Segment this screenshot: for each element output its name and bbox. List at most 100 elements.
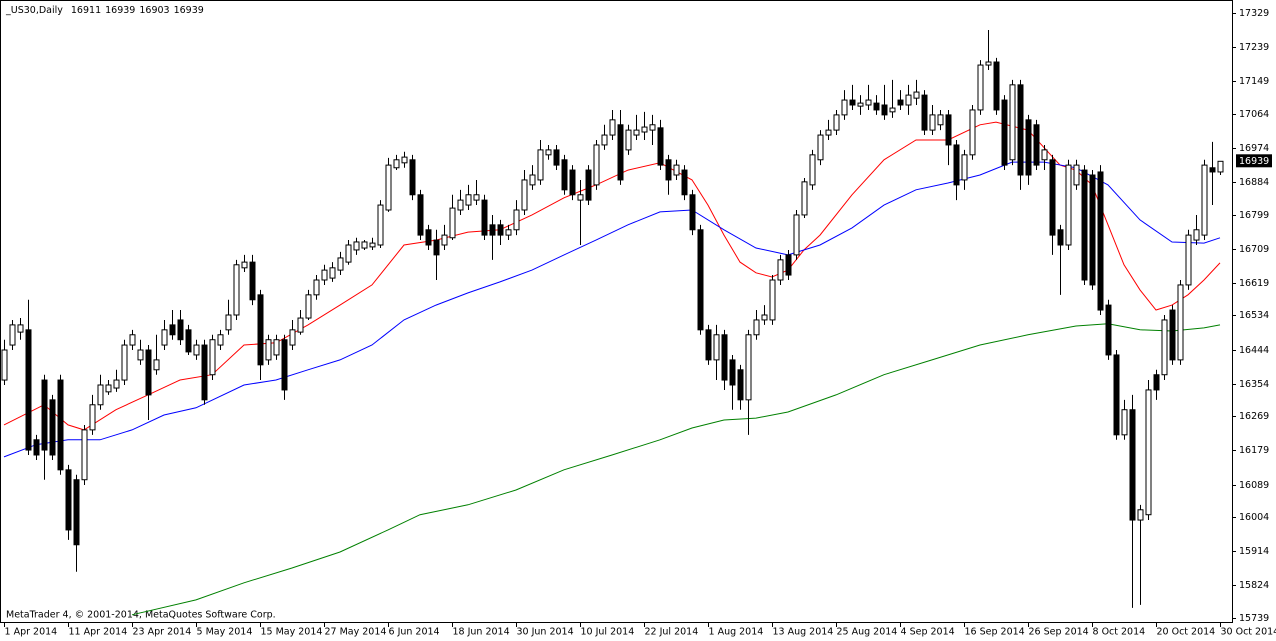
candle-body <box>593 144 600 186</box>
candle-body <box>761 314 768 321</box>
candle-body <box>281 339 288 391</box>
candle-body <box>409 159 416 196</box>
x-tick-label: 23 Apr 2014 <box>133 627 192 638</box>
price-tag <box>1236 154 1272 168</box>
candle-body <box>81 429 88 481</box>
candle-body <box>1217 160 1224 173</box>
x-tick-label: 8 Oct 2014 <box>1093 627 1146 638</box>
last-high: 16939 <box>105 5 135 16</box>
candle-body <box>545 149 552 156</box>
y-tick-label: 16354 <box>1239 379 1269 390</box>
candle-body <box>73 479 80 546</box>
candle-body <box>985 61 992 66</box>
candle-body <box>657 127 664 166</box>
y-tick-label: 15914 <box>1239 546 1269 557</box>
candle-body <box>1 349 8 381</box>
y-tick-label: 17239 <box>1239 42 1269 53</box>
x-tick-label: 16 Sep 2014 <box>965 627 1025 638</box>
y-tick-label: 16179 <box>1239 445 1269 456</box>
candle-body <box>97 384 104 406</box>
candle-body <box>1001 99 1008 166</box>
price-label: 16939 <box>1239 156 1269 167</box>
candle-body <box>473 194 480 201</box>
candle-body <box>1025 119 1032 176</box>
candle-body <box>641 126 648 133</box>
last-close: 16939 <box>174 5 204 16</box>
candle-body <box>801 181 808 216</box>
candle-body <box>1057 229 1064 246</box>
candle-body <box>313 279 320 296</box>
candle-body <box>425 229 432 246</box>
y-tick-label: 16619 <box>1239 278 1269 289</box>
candle-body <box>289 329 296 346</box>
candle-body <box>561 159 568 191</box>
x-tick-label: 11 Apr 2014 <box>69 627 128 638</box>
candle-body <box>705 329 712 361</box>
candle-body <box>153 359 160 371</box>
x-tick-label: 10 Jul 2014 <box>581 627 635 638</box>
candle-body <box>273 339 280 356</box>
candle-body <box>585 169 592 201</box>
candle-body <box>1177 284 1184 361</box>
y-tick-label: 16884 <box>1239 177 1269 188</box>
candle-body <box>889 107 896 113</box>
candle-body <box>1193 229 1200 241</box>
chart-title: _US30,Daily 16911 16939 16903 16939 <box>5 5 204 16</box>
candle-body <box>377 204 384 246</box>
candle-body <box>873 102 880 111</box>
candle-body <box>1065 164 1072 246</box>
y-tick-label: 16004 <box>1239 512 1269 523</box>
candle-body <box>961 154 968 181</box>
x-tick-label: 4 Sep 2014 <box>901 627 955 638</box>
footer: MetaTrader 4, © 2001-2014, MetaQuotes So… <box>6 610 276 621</box>
candle-body <box>505 229 512 236</box>
candle-body <box>1073 164 1080 186</box>
candle-body <box>577 194 584 201</box>
candle-body <box>769 279 776 321</box>
candle-body <box>625 129 632 151</box>
candle-body <box>249 261 256 301</box>
candle-body <box>809 154 816 186</box>
candle-body <box>145 349 152 396</box>
candle-body <box>177 319 184 341</box>
candle-body <box>905 94 912 106</box>
candle-body <box>913 91 920 99</box>
candle-body <box>161 329 168 346</box>
candle-body <box>361 241 368 249</box>
candle-body <box>257 294 264 366</box>
candle-body <box>65 469 72 531</box>
candle-body <box>105 384 112 393</box>
candle-body <box>185 329 192 353</box>
y-tick-label: 16444 <box>1239 345 1269 356</box>
candle-body <box>1201 164 1208 236</box>
candle-body <box>881 104 888 116</box>
candle-body <box>353 241 360 251</box>
candle-body <box>1145 389 1152 516</box>
y-tick-label: 16089 <box>1239 480 1269 491</box>
candle-body <box>601 134 608 146</box>
candle-body <box>617 124 624 181</box>
candle-body <box>217 334 224 346</box>
y-tick-label: 16534 <box>1239 310 1269 321</box>
candle-body <box>945 114 952 146</box>
x-tick-label: 1 Apr 2014 <box>5 627 58 638</box>
candle-body <box>393 159 400 169</box>
candle-body <box>1185 234 1192 286</box>
candle-body <box>833 114 840 131</box>
x-tick-label: 6 Jun 2014 <box>389 627 440 638</box>
x-tick-label: 25 Aug 2014 <box>837 627 898 638</box>
candle-body <box>537 149 544 181</box>
candle-body <box>113 379 120 389</box>
candle-body <box>121 344 128 381</box>
candle-body <box>777 259 784 281</box>
candle-body <box>569 169 576 196</box>
candle-body <box>793 214 800 256</box>
candle-body <box>553 149 560 166</box>
candle-body <box>241 261 248 269</box>
candle-body <box>897 99 904 106</box>
candle-body <box>385 164 392 211</box>
candle-body <box>1129 409 1136 521</box>
candle-body <box>649 124 656 131</box>
x-tick-label: 30 Oct 2014 <box>1221 627 1276 638</box>
x-tick-label: 20 Oct 2014 <box>1157 627 1216 638</box>
